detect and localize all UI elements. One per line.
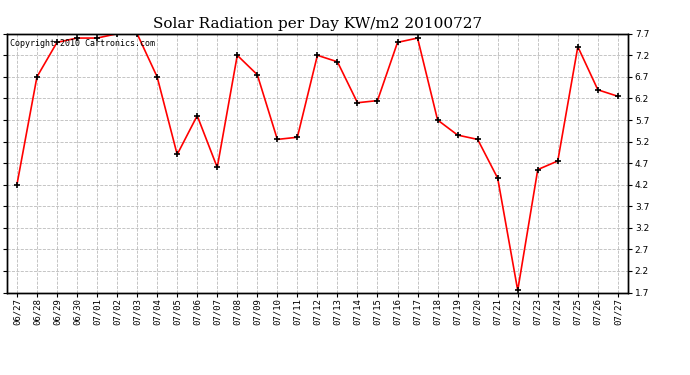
Text: Copyright 2010 Cartronics.com: Copyright 2010 Cartronics.com (10, 39, 155, 48)
Title: Solar Radiation per Day KW/m2 20100727: Solar Radiation per Day KW/m2 20100727 (153, 17, 482, 31)
